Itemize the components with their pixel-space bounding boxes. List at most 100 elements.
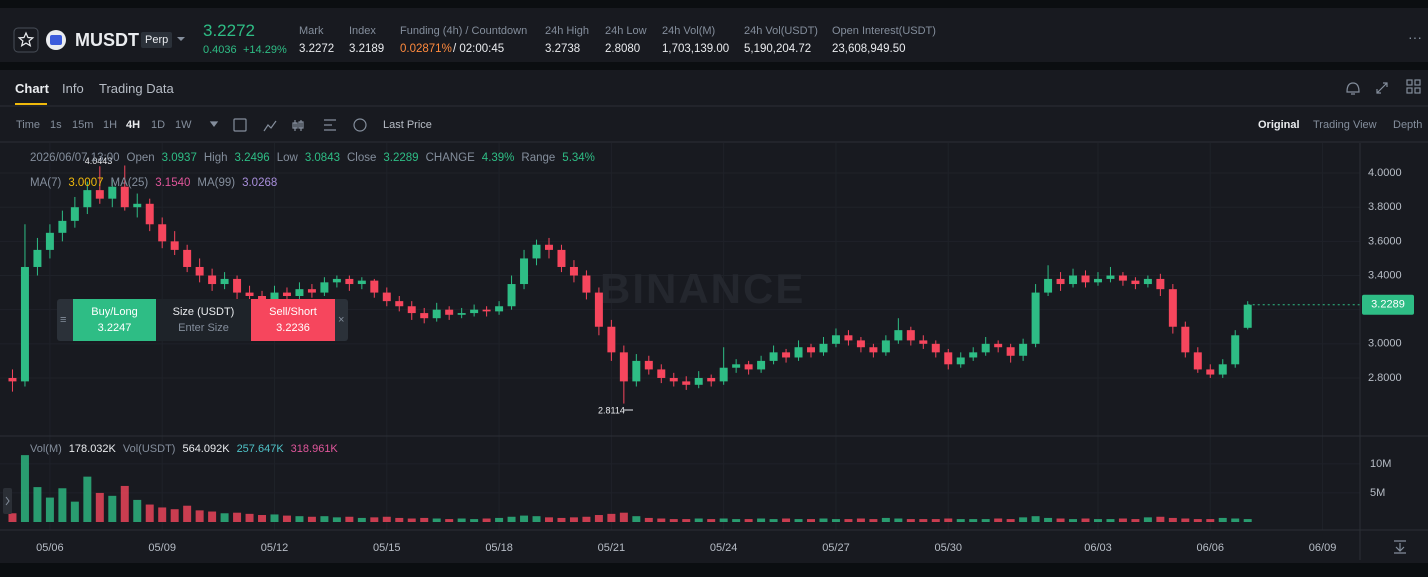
volume-bar — [869, 519, 878, 522]
candle-body — [956, 357, 965, 365]
layout-icon[interactable] — [1414, 87, 1421, 94]
favorite-button[interactable] — [13, 27, 39, 53]
volume-legend-item: 564.092K — [182, 443, 230, 455]
volume-tick-label: 5M — [1370, 487, 1385, 499]
candle-body — [332, 278, 341, 283]
candle-body — [33, 249, 42, 267]
symbol-caret[interactable] — [177, 37, 185, 41]
volume-bar — [183, 505, 192, 522]
stat-value: 5,190,204.72 — [744, 43, 812, 55]
candle-body — [694, 377, 703, 385]
info-value: 4.39% — [481, 152, 515, 164]
volume-bar — [33, 487, 42, 522]
candle-body — [981, 343, 990, 353]
x-tick-label: 05/30 — [934, 542, 962, 554]
interval[interactable]: 1H — [103, 119, 118, 131]
interval[interactable]: 15m — [72, 119, 94, 131]
candle-body — [370, 280, 379, 293]
interval[interactable]: 1W — [175, 119, 192, 131]
volume-bar — [1181, 518, 1190, 522]
volume-bar — [919, 519, 928, 522]
volume-bar — [931, 519, 940, 522]
candle-body — [245, 292, 254, 297]
drag-handle[interactable]: ≡ — [60, 314, 67, 326]
candle-body — [220, 278, 229, 285]
interval-active[interactable]: 4H — [126, 119, 141, 131]
alert-icon[interactable] — [1346, 82, 1360, 95]
volume-bar — [744, 519, 753, 522]
panel-toggle[interactable] — [3, 488, 12, 514]
ma-label: MA(99) — [197, 177, 236, 189]
y-tick-label: 4.0000 — [1368, 167, 1402, 179]
snapshot-icon[interactable] — [353, 118, 367, 132]
more-button[interactable]: ··· — [1408, 29, 1422, 45]
stat-value: 1,703,139.00 — [662, 43, 730, 55]
candle-body — [83, 190, 92, 208]
size-input[interactable]: Size (USDT) Enter Size — [156, 299, 251, 341]
volume-bar — [1118, 518, 1127, 522]
volume-bar — [719, 518, 728, 522]
marks: 4.0443 3.2289 — [8, 156, 1414, 522]
volume-bar — [906, 519, 915, 522]
price-type[interactable]: Last Price — [383, 119, 432, 131]
view-option[interactable]: Trading View — [1313, 119, 1377, 131]
candle-body — [881, 340, 890, 353]
expand-icon[interactable] — [1376, 82, 1388, 94]
interval[interactable]: 1D — [151, 119, 166, 131]
interval-caret[interactable] — [209, 121, 219, 127]
close-button[interactable]: × — [338, 314, 345, 326]
layout-icon[interactable] — [1414, 79, 1421, 86]
volume-bar — [594, 515, 603, 522]
tab[interactable]: Info — [62, 81, 84, 96]
scale-reset-icon[interactable] — [1394, 540, 1406, 554]
candle-body — [619, 352, 628, 382]
candle-body — [95, 190, 104, 199]
volume-bar — [1056, 518, 1065, 522]
info-label: Close — [347, 152, 377, 164]
stat-value: 3.2272 — [299, 43, 335, 55]
volume-bar — [370, 517, 379, 522]
view-option[interactable]: Depth — [1393, 119, 1423, 131]
candle-body — [769, 352, 778, 361]
toolbar-icons — [209, 79, 1421, 554]
layout-icon[interactable] — [1406, 79, 1413, 86]
volume-bar — [981, 519, 990, 522]
coin-logo-mark — [50, 35, 62, 45]
volume-bar — [108, 495, 117, 522]
stat-value: 2.8080 — [605, 43, 641, 55]
candle-body — [994, 343, 1003, 348]
candle-body — [1168, 289, 1177, 327]
candle-body — [45, 232, 54, 250]
buy-button[interactable]: Buy/Long 3.2247 — [73, 299, 156, 341]
tab[interactable]: Chart — [15, 81, 49, 96]
candle-type-icon[interactable] — [292, 120, 304, 131]
candle-body — [170, 241, 179, 250]
volume-bar — [245, 513, 254, 522]
volume-bar — [1044, 517, 1053, 522]
ma-label: MA(7) — [30, 177, 62, 189]
candle-body — [133, 203, 142, 208]
candle-body — [482, 309, 491, 312]
line-tool-icon[interactable] — [263, 120, 277, 132]
candle-body — [1181, 326, 1190, 353]
volume-bar — [1231, 518, 1240, 522]
candle-body — [8, 377, 17, 382]
layout-icon[interactable] — [1406, 87, 1413, 94]
indicator-icon[interactable] — [233, 118, 247, 132]
ma-label: MA(25) — [110, 177, 149, 189]
settings-icon[interactable] — [324, 119, 336, 131]
panel-toggle-arrow — [5, 496, 10, 506]
perp-badge: Perp — [141, 32, 173, 48]
sell-button[interactable]: Sell/Short 3.2236 — [251, 299, 335, 341]
interval[interactable]: Time — [16, 119, 41, 131]
ma-value: 3.0007 — [68, 177, 104, 189]
tab[interactable]: Trading Data — [99, 81, 174, 96]
info-value: 3.2289 — [383, 152, 419, 164]
candle-body — [919, 340, 928, 344]
candle-body — [507, 284, 516, 307]
candle-body — [657, 369, 666, 378]
view-option[interactable]: Original — [1258, 119, 1300, 131]
grid: 2.80003.00003.20003.40003.60003.80004.00… — [0, 143, 1402, 554]
candle-body — [1069, 275, 1078, 285]
interval[interactable]: 1s — [50, 119, 62, 131]
